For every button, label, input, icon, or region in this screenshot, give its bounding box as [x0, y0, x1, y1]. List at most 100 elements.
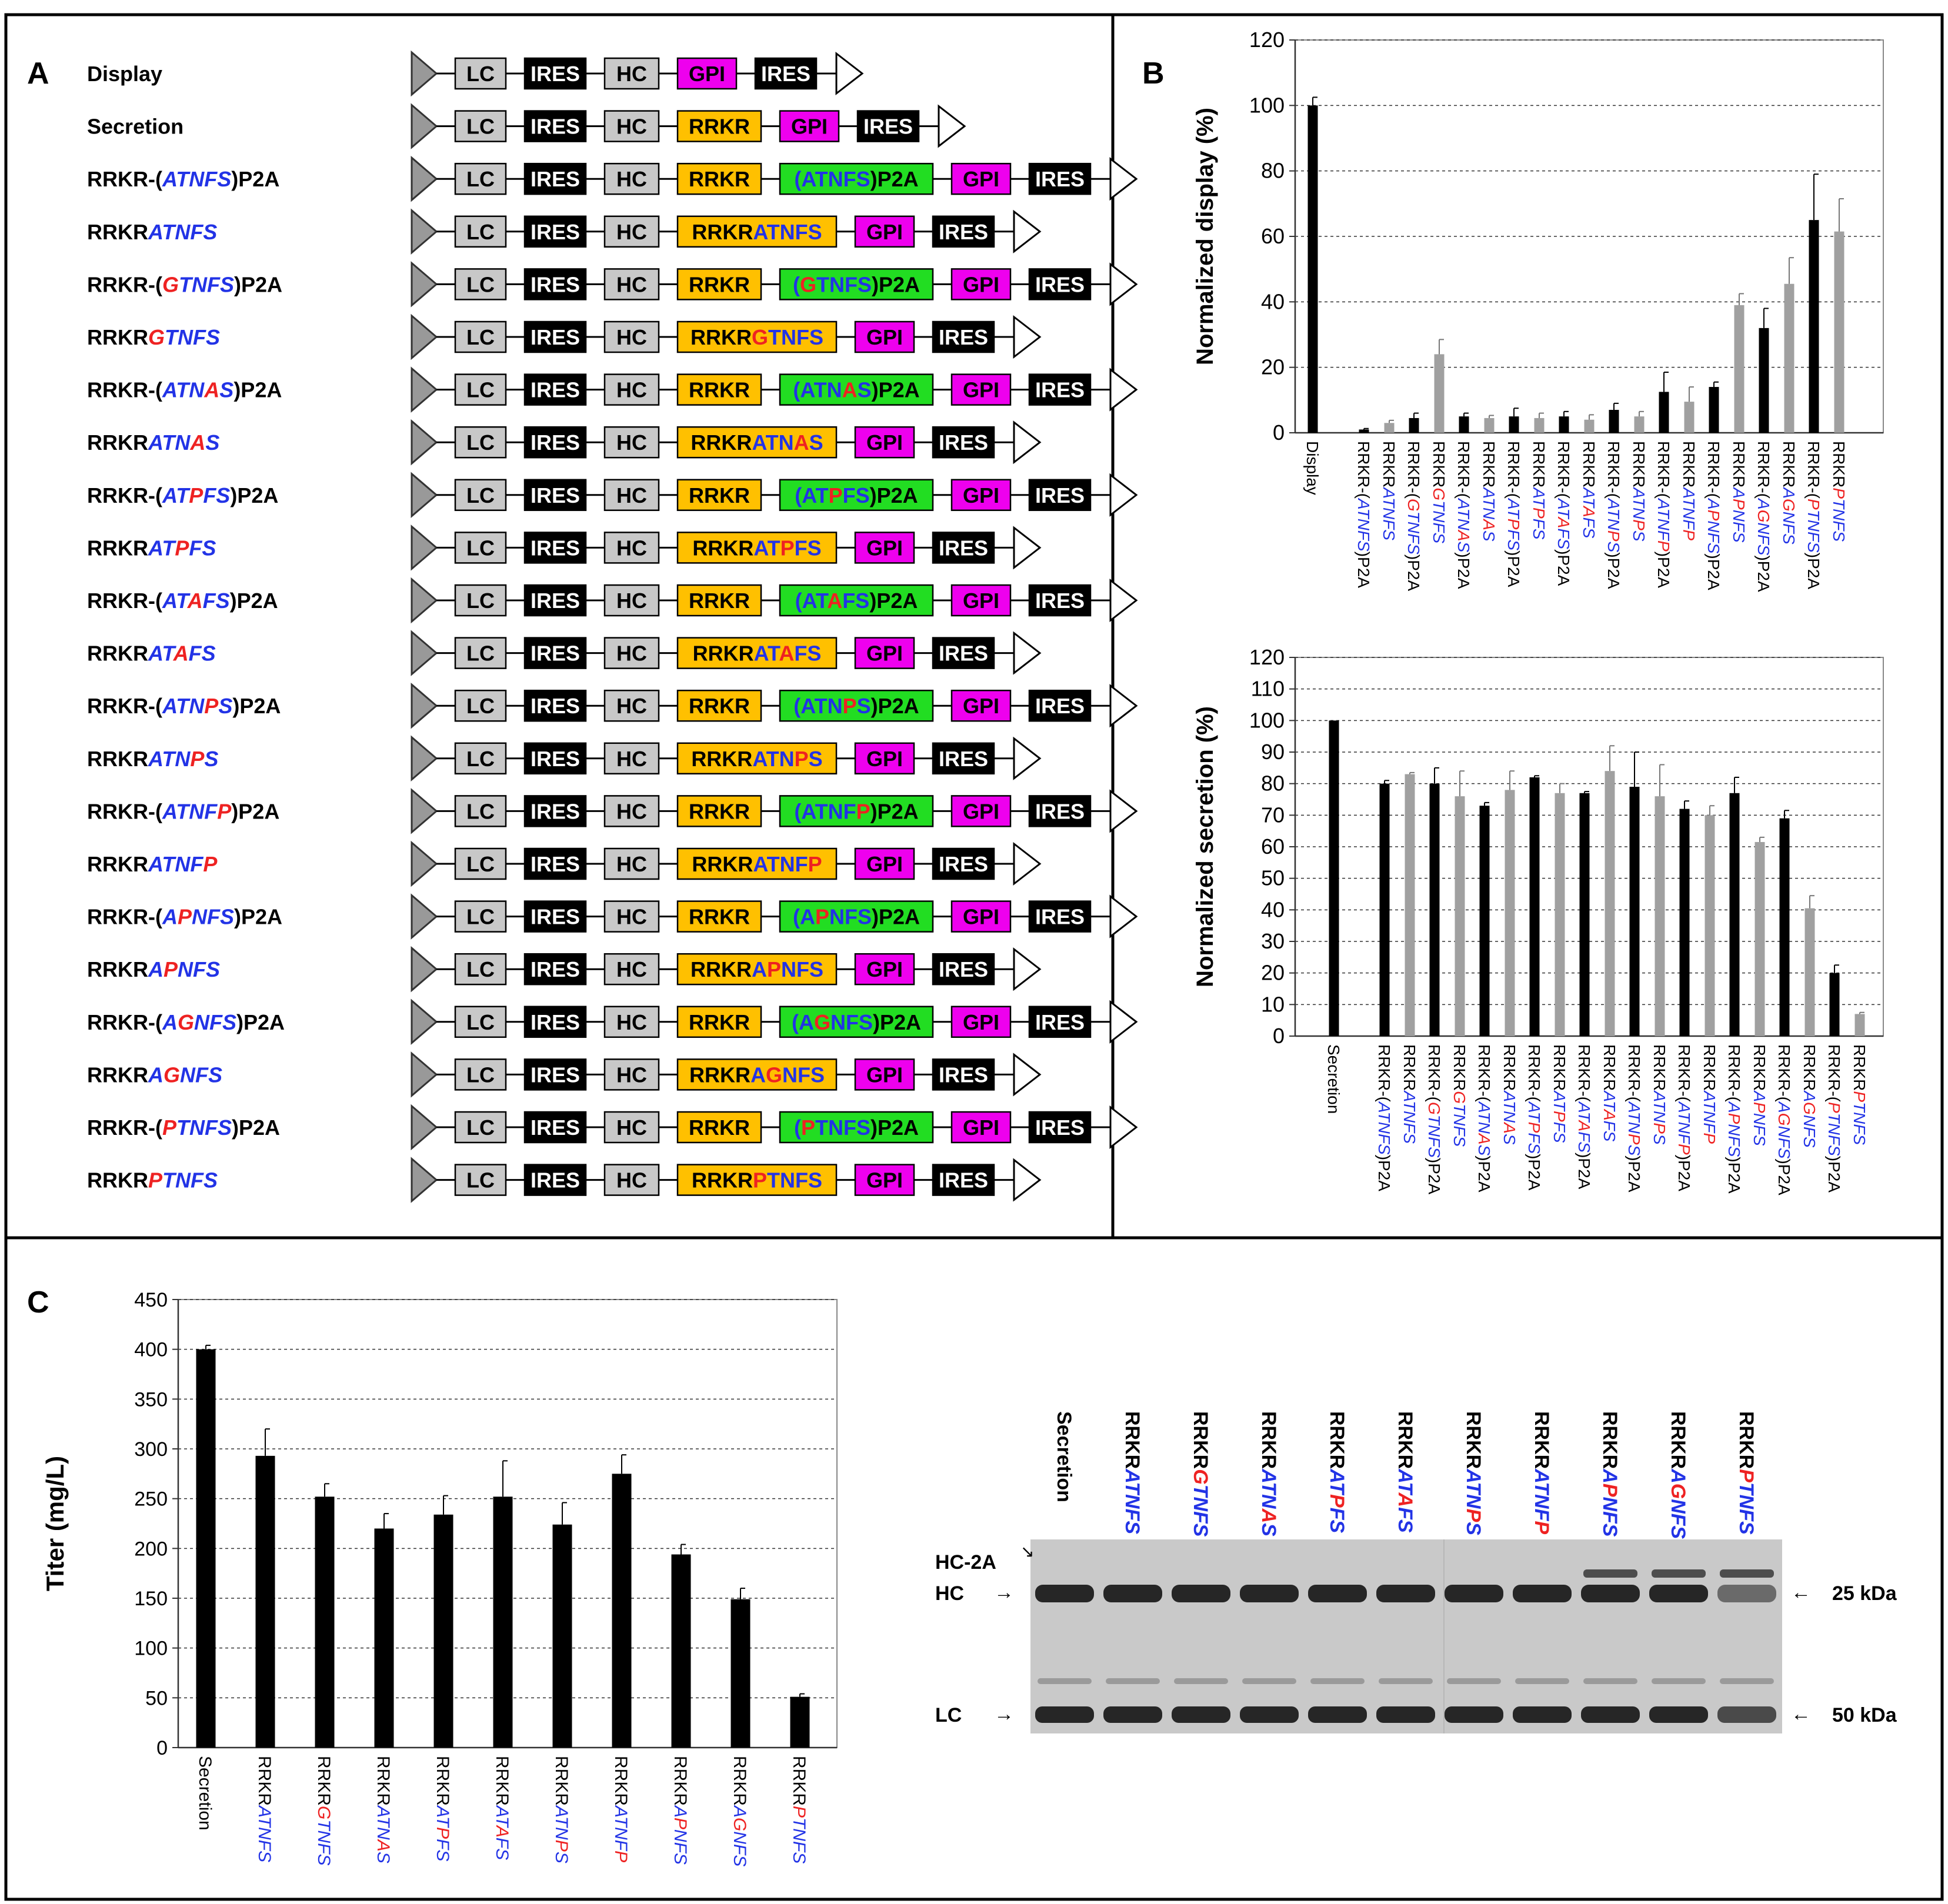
promoter-triangle [411, 313, 438, 360]
ires-label: IRES [531, 325, 580, 349]
construct-name-seg: Secretion [87, 115, 184, 139]
x-category-label: RRKRATNPS [1630, 441, 1648, 542]
seq-seg: G [766, 1063, 782, 1087]
x-category-label: RRKR-(ATNFS)P2A [1375, 1044, 1393, 1191]
y-tick-label: 30 [1261, 929, 1285, 953]
x-category-label: RRKR-(ATNAS)P2A [1455, 441, 1473, 589]
p2a-seg: T [815, 694, 828, 718]
p2a-seg: S [855, 589, 869, 613]
x-category-label-seg: RRKR [1430, 441, 1448, 487]
x-category-label-seg: ATN [373, 1805, 393, 1840]
x-category-label-seg: RRKR [314, 1756, 333, 1806]
p2a-seg: S [858, 272, 872, 296]
gel-lane-label-seg: RRKR [1326, 1411, 1348, 1469]
ires-label: IRES [531, 694, 580, 718]
x-category-label: RRKRGTNFS [1430, 441, 1448, 544]
x-category-label-seg: RRKR-( [1555, 441, 1573, 499]
construct-row: RRKRATAFS LC IRES HC RRKRATAFS GPI IRES [87, 630, 1042, 676]
gel-lane-label-seg: NFS [1667, 1499, 1689, 1539]
construct-name-seg: G [162, 272, 179, 296]
ires-box [523, 373, 587, 406]
hc-box [603, 1164, 660, 1196]
construct-name: RRKRGTNFS [87, 325, 220, 349]
x-category-label-seg: NFS [1754, 522, 1773, 555]
construct-row: RRKRATNPS LC IRES HC RRKRATNPS GPI IRES [87, 735, 1042, 782]
construct-name-seg: RRKR-( [87, 483, 162, 507]
construct-name-seg: RRKR [87, 747, 148, 771]
x-category-label-seg: NFS [730, 1831, 749, 1866]
hc-band [1172, 1585, 1230, 1602]
bar [1384, 423, 1395, 433]
terminator-triangle [1013, 841, 1042, 886]
seq-label: RRKRATNPS [691, 747, 822, 771]
x-category-label-seg: ATN [1625, 1101, 1643, 1134]
ires-box [523, 953, 587, 986]
ires-label: IRES [531, 536, 580, 560]
x-category-label-seg: P [1650, 1123, 1669, 1134]
seq-seg: T [768, 325, 781, 349]
x-category-label: RRKR-(ATAFS)P2A [1575, 1044, 1593, 1190]
x-category-label-seg: ATNF [1700, 1090, 1719, 1134]
hc-band [1240, 1585, 1299, 1602]
bar [730, 1599, 750, 1748]
x-category-label: RRKRPTNFS [1830, 441, 1848, 542]
y-tick-label: 450 [134, 1289, 168, 1311]
y-tick-label: 100 [1249, 93, 1285, 117]
x-category-label-seg: )P2A [1455, 552, 1473, 589]
x-category-label-seg: FS [1550, 1122, 1569, 1143]
x-category-label-seg: RRKR [1650, 1044, 1669, 1091]
gel-lane-label-seg: P [1326, 1494, 1348, 1508]
x-category-label-seg: )P2A [1804, 553, 1823, 590]
p2a-label: (ATNFS)P2A [794, 167, 918, 191]
ires-box [932, 953, 995, 986]
x-category-label-seg: G [1450, 1091, 1469, 1104]
p2a-seg: T [815, 1115, 828, 1140]
bar [1804, 908, 1815, 1036]
construct-name-seg: TNFS [179, 272, 234, 296]
rrkr-label: RRKR [689, 589, 750, 613]
seq-seg: A [753, 852, 768, 876]
seq-label: RRKRATNAS [691, 430, 823, 455]
construct-name-seg: RRKR [87, 325, 148, 349]
ires-label: IRES [1035, 799, 1085, 823]
ires-label: IRES [939, 430, 988, 455]
x-category-label-seg: G [1430, 487, 1448, 500]
x-category-label-seg: S [373, 1852, 393, 1863]
construct-name-seg: P [203, 852, 218, 876]
gel-lane-label-seg: RRKR [1462, 1411, 1485, 1469]
faint-band [1720, 1678, 1774, 1684]
promoter-triangle [411, 419, 438, 466]
gel-lane-label-seg: ATN [1462, 1468, 1485, 1509]
seq-box [676, 532, 838, 564]
rrkr-label: RRKR [689, 694, 750, 718]
lc-band [1445, 1706, 1503, 1723]
gel-lane-label-seg: TNFS [1189, 1485, 1212, 1537]
construct-name-seg: A [148, 957, 164, 981]
y-tick-label: 50 [145, 1687, 168, 1709]
x-category-label-seg: RRKR-( [1575, 1044, 1593, 1103]
ires-box [523, 426, 587, 459]
x-category-label-seg: ATNFS [255, 1805, 274, 1862]
p2a-seg: )P2A [869, 589, 918, 613]
construct-name-seg: RRKR-( [87, 589, 162, 613]
bar [1634, 416, 1645, 433]
x-category-label-seg: )P2A [1675, 1155, 1693, 1192]
construct-name-seg: P [190, 747, 205, 771]
x-category-label-seg: P [1605, 530, 1623, 542]
construct-name: RRKRATNFS [87, 220, 217, 244]
y-tick-label: 60 [1261, 224, 1285, 248]
y-tick-label: 110 [1251, 677, 1285, 701]
gel-lane-label-seg: FS [1394, 1507, 1416, 1533]
x-category-label-seg: RRKR [1680, 441, 1698, 487]
bar [790, 1696, 810, 1748]
ires-label: IRES [531, 1168, 580, 1192]
gel-lane-label: RRKRPTNFS [1735, 1411, 1757, 1535]
x-category-label: Display [1303, 441, 1322, 495]
x-category-label-seg: P [1625, 1134, 1643, 1145]
hc2a-arrow: ↘ [1020, 1542, 1034, 1561]
construct-name-seg: RRKR-( [87, 694, 162, 718]
p2a-seg: F [843, 483, 856, 507]
p2a-seg: )P2A [872, 905, 920, 929]
hc-label: HC [616, 852, 647, 876]
gel-lane-label-seg: A [1599, 1468, 1621, 1484]
